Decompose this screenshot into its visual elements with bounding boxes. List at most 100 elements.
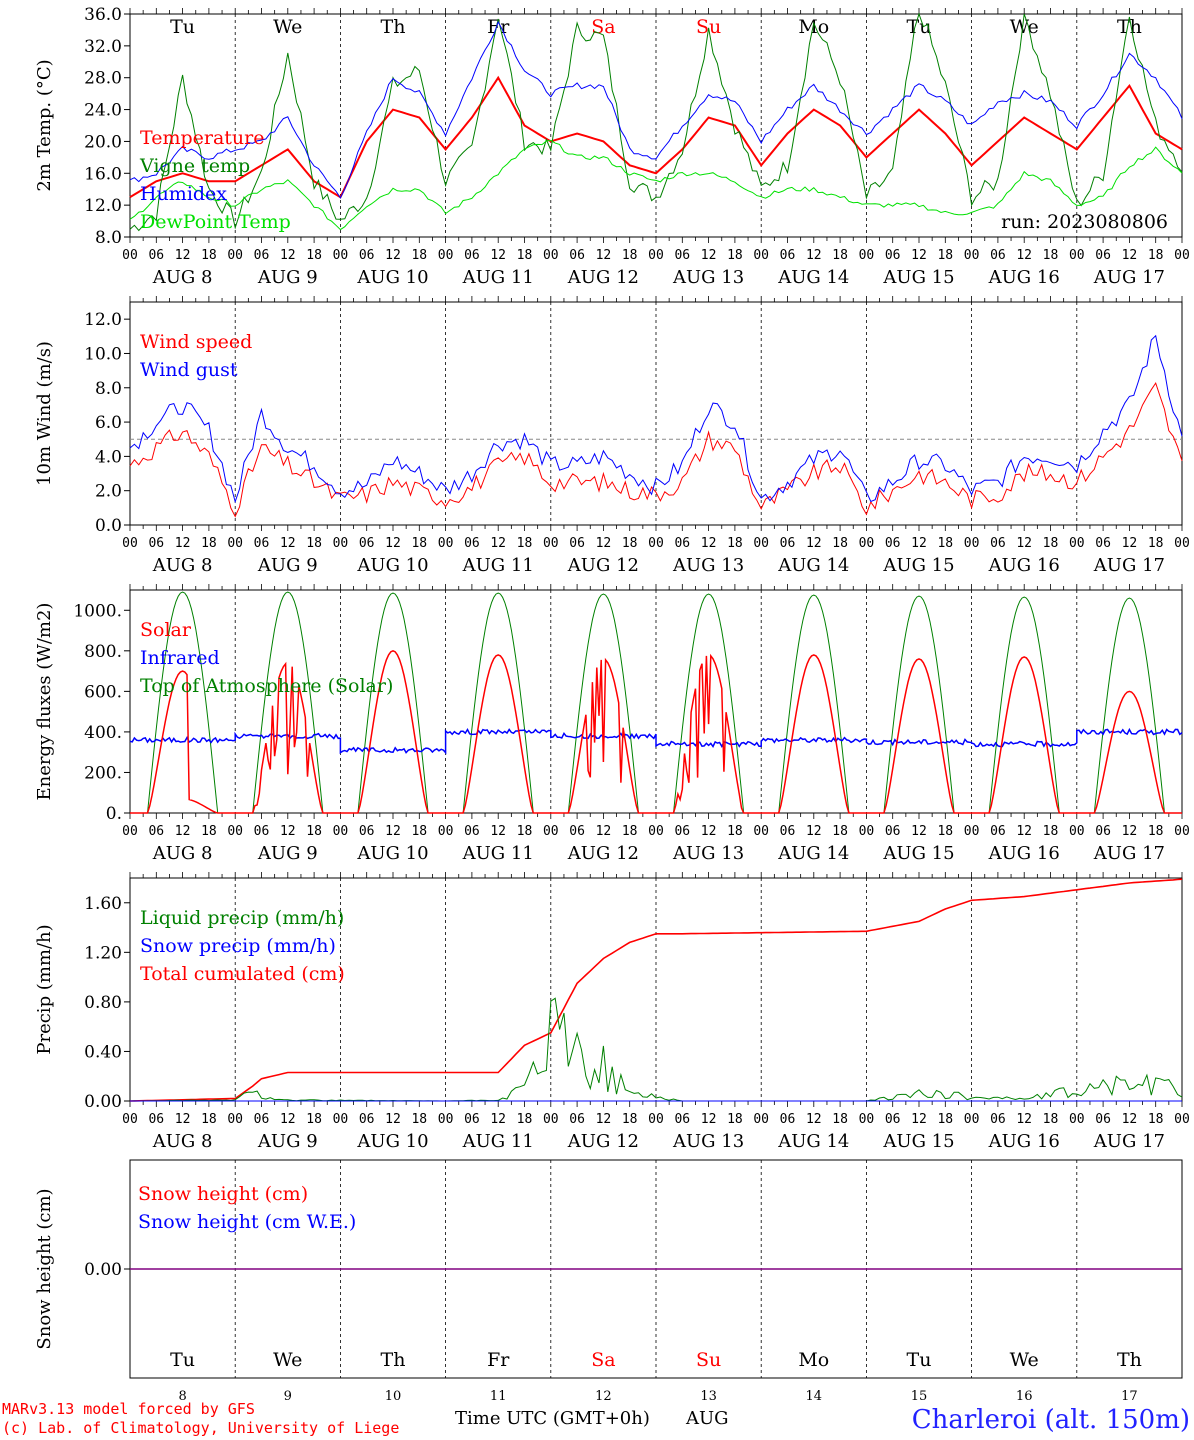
- hour-label: 18: [411, 248, 427, 263]
- hour-label: 00: [543, 824, 559, 839]
- hour-label: 00: [1174, 824, 1190, 839]
- hour-label: 06: [780, 1112, 796, 1127]
- date-label: AUG 9: [257, 267, 318, 288]
- date-label: AUG 16: [988, 843, 1060, 864]
- hour-label: 12: [175, 248, 191, 263]
- legend-entry: Humidex: [140, 183, 227, 205]
- panel-2: 0.0 2.0 4.0 6.0 8.0 10.0 12.0 10m Wind (m/s) 00 0…: [34, 296, 1190, 576]
- hour-label: 00: [122, 824, 138, 839]
- y-tick-label: 0.00: [84, 1260, 122, 1280]
- hour-label: 12: [280, 536, 296, 551]
- day-number: 16: [1016, 1389, 1033, 1404]
- hour-label: 00: [1174, 536, 1190, 551]
- hour-label: 06: [148, 824, 164, 839]
- hour-label: 18: [517, 536, 533, 551]
- hour-label: 06: [254, 1112, 270, 1127]
- hour-label: 06: [148, 1112, 164, 1127]
- hour-label: 06: [359, 248, 375, 263]
- hour-label: 18: [1043, 1112, 1059, 1127]
- hour-label: 00: [438, 1112, 454, 1127]
- hour-label: 18: [306, 248, 322, 263]
- date-label: AUG 8: [152, 843, 213, 864]
- hour-label: 06: [569, 824, 585, 839]
- hour-label: 06: [1095, 248, 1111, 263]
- hour-label: 06: [674, 824, 690, 839]
- weekday-label: Th: [381, 16, 406, 38]
- hour-label: 00: [122, 248, 138, 263]
- date-label: AUG 15: [882, 267, 954, 288]
- legend-entry: Wind speed: [140, 331, 252, 353]
- date-label: AUG 9: [257, 1131, 318, 1152]
- hour-label: 06: [780, 248, 796, 263]
- hour-label: 00: [1069, 824, 1085, 839]
- date-label: AUG 17: [1093, 267, 1165, 288]
- hour-label: 12: [806, 1112, 822, 1127]
- weekday-label: Th: [1117, 16, 1142, 38]
- hour-label: 00: [964, 536, 980, 551]
- weekday-label: Mo: [798, 1349, 829, 1371]
- legend-entry: Snow height (cm): [138, 1183, 308, 1205]
- weekday-label: Tu: [170, 16, 195, 38]
- hour-label: 12: [1122, 536, 1138, 551]
- hour-label: 06: [885, 824, 901, 839]
- legend-entry: Liquid precip (mm/h): [140, 907, 344, 929]
- hour-label: 18: [306, 824, 322, 839]
- y-tick-label: 32.0: [84, 37, 122, 57]
- hour-label: 18: [517, 248, 533, 263]
- y-tick-label: 16.0: [84, 164, 122, 184]
- hour-label: 00: [438, 248, 454, 263]
- hour-label: 12: [280, 248, 296, 263]
- footer: MARv3.13 model forced by GFS (c) Lab. of…: [2, 1400, 1190, 1437]
- panel-frame: [129, 589, 1183, 814]
- hour-label: 06: [885, 1112, 901, 1127]
- date-label: AUG 12: [567, 843, 639, 864]
- hour-label: 18: [832, 824, 848, 839]
- date-label: AUG 8: [152, 555, 213, 576]
- series-line: [129, 381, 1183, 518]
- hour-label: 00: [543, 1112, 559, 1127]
- hour-label: 12: [1016, 1112, 1032, 1127]
- y-tick-label: 0.40: [84, 1042, 122, 1062]
- series-line-toa: [130, 591, 1182, 814]
- hour-label: 18: [937, 248, 953, 263]
- weekday-label: We: [273, 16, 302, 38]
- y-tick-label: 0.00: [84, 1092, 122, 1112]
- panel-frame: [129, 13, 1183, 238]
- hour-label: 00: [438, 536, 454, 551]
- weekday-label: Fr: [487, 1349, 510, 1371]
- hour-label: 18: [1148, 824, 1164, 839]
- day-number: 11: [490, 1389, 507, 1404]
- hour-label: 18: [1148, 248, 1164, 263]
- series-line: [129, 334, 1183, 504]
- date-label: AUG 8: [152, 1131, 213, 1152]
- hour-label: 18: [306, 1112, 322, 1127]
- run-label: run: 2023080806: [1001, 211, 1168, 233]
- hour-label: 18: [622, 248, 638, 263]
- hour-label: 06: [990, 824, 1006, 839]
- hour-label: 06: [780, 536, 796, 551]
- hour-label: 12: [490, 1112, 506, 1127]
- legend-entry: Temperature: [140, 127, 264, 149]
- hour-label: 12: [1122, 824, 1138, 839]
- y-tick-label: 8.0: [95, 379, 122, 399]
- date-label: AUG 9: [257, 843, 318, 864]
- series-line: [129, 878, 1183, 1102]
- series-line-solar: [130, 649, 1182, 814]
- hour-label: 18: [727, 824, 743, 839]
- weekday-label: Mo: [798, 16, 829, 38]
- hour-label: 12: [385, 824, 401, 839]
- y-axis-label: 2m Temp. (°C): [34, 59, 55, 191]
- legend-entry: Wind gust: [140, 359, 238, 381]
- panel-5: 0.00 Snow height (cm) Snow height (cm) Snow…: [34, 1159, 1183, 1404]
- date-label: AUG 14: [777, 267, 849, 288]
- date-label: AUG 16: [988, 1131, 1060, 1152]
- hour-label: 00: [859, 824, 875, 839]
- hour-label: 18: [622, 536, 638, 551]
- hour-label: 12: [1016, 248, 1032, 263]
- hour-label: 06: [569, 1112, 585, 1127]
- series-line: [129, 12, 1183, 232]
- date-label: AUG 13: [672, 843, 744, 864]
- date-label: AUG 11: [462, 555, 534, 576]
- hour-label: 12: [175, 824, 191, 839]
